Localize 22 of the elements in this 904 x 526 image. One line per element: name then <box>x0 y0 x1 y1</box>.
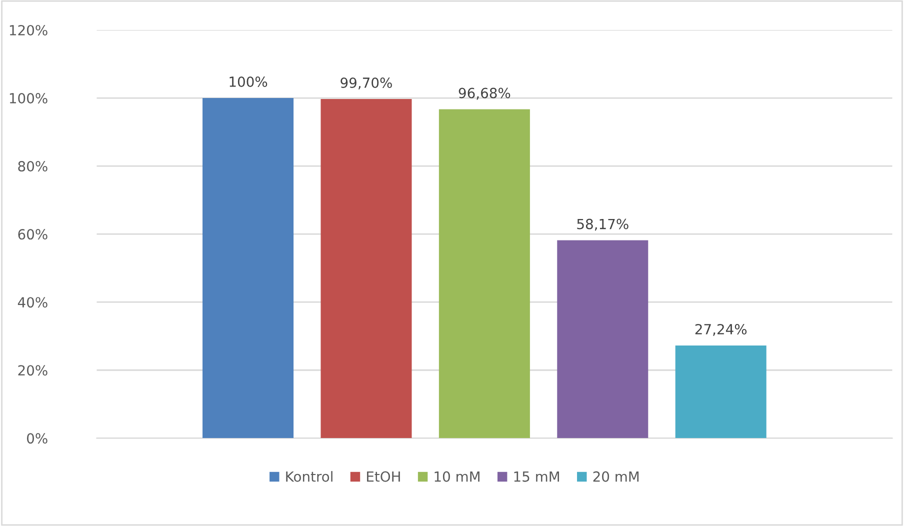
data-label: 58,17% <box>577 218 628 231</box>
legend-label: Kontrol <box>286 471 332 482</box>
legend-label: 15 mM <box>514 471 559 482</box>
y-tick-label: 80% <box>18 161 48 172</box>
y-tick-label: 100% <box>10 92 48 104</box>
data-label: 99,70% <box>340 78 392 90</box>
legend-label: EtOH <box>367 471 400 482</box>
bar <box>438 109 530 438</box>
legend-label: 20 mM <box>593 471 639 482</box>
y-tick-label: 40% <box>18 297 48 308</box>
bar <box>202 98 294 438</box>
y-tick-label: 20% <box>18 365 48 376</box>
y-tick-label: 60% <box>18 229 48 240</box>
data-label: 27,24% <box>695 324 747 336</box>
y-tick-label: 120% <box>10 24 48 36</box>
data-label: 100% <box>230 76 268 87</box>
y-tick-label: 0% <box>27 433 48 444</box>
legend-label: 10 mM <box>434 471 480 482</box>
bar <box>675 346 766 438</box>
data-label: 96,68% <box>458 88 510 100</box>
bar <box>557 240 648 438</box>
bar <box>320 99 412 438</box>
